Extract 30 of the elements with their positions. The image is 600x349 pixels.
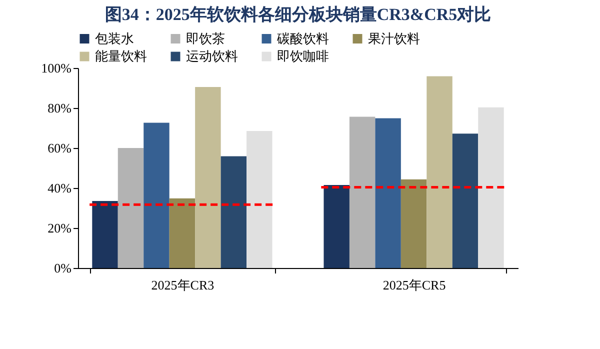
- bar: [92, 201, 118, 268]
- bar: [349, 116, 376, 268]
- bar: [220, 156, 247, 268]
- bar: [478, 107, 504, 268]
- bar: [246, 131, 272, 268]
- legend-label: 能量饮料: [95, 48, 147, 64]
- x-tick-label: 2025年CR5: [382, 278, 446, 292]
- bar: [169, 198, 196, 268]
- x-tick-label: 2025年CR3: [151, 278, 214, 292]
- y-tick-label: 80%: [48, 100, 72, 116]
- legend-label: 包装水: [95, 30, 134, 46]
- legend-label: 运动饮料: [186, 48, 238, 64]
- bar: [324, 185, 350, 268]
- chart-title: 图34：2025年软饮料各细分板块销量CR3&CR5对比: [104, 5, 492, 24]
- bar: [426, 76, 452, 268]
- legend-label: 即饮茶: [186, 30, 225, 46]
- bar: [400, 179, 427, 268]
- bar: [195, 87, 221, 268]
- y-tick-label: 60%: [48, 140, 72, 156]
- y-tick-label: 100%: [41, 60, 72, 76]
- legend-label: 果汁饮料: [368, 30, 420, 46]
- legend-label: 即饮咖啡: [277, 48, 329, 64]
- bar: [452, 134, 478, 268]
- y-tick-label: 0%: [54, 260, 72, 276]
- bar: [144, 122, 170, 268]
- y-tick-label: 20%: [48, 220, 72, 236]
- bar: [375, 118, 401, 268]
- bar: [118, 148, 144, 268]
- y-tick-label: 40%: [48, 180, 72, 196]
- legend-label: 碳酸饮料: [276, 30, 329, 46]
